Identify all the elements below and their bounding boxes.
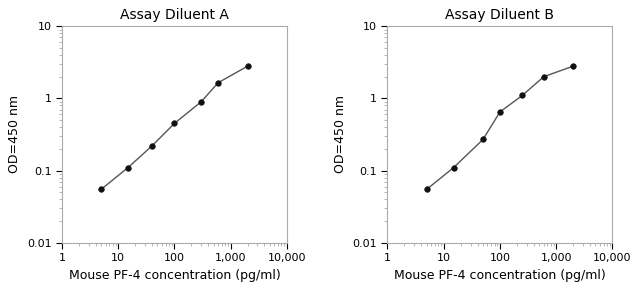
- Y-axis label: OD=450 nm: OD=450 nm: [8, 95, 21, 173]
- Y-axis label: OD=450 nm: OD=450 nm: [334, 95, 347, 173]
- Title: Assay Diluent A: Assay Diluent A: [120, 8, 229, 22]
- X-axis label: Mouse PF-4 concentration (pg/ml): Mouse PF-4 concentration (pg/ml): [394, 269, 606, 282]
- Title: Assay Diluent B: Assay Diluent B: [445, 8, 554, 22]
- X-axis label: Mouse PF-4 concentration (pg/ml): Mouse PF-4 concentration (pg/ml): [68, 269, 280, 282]
